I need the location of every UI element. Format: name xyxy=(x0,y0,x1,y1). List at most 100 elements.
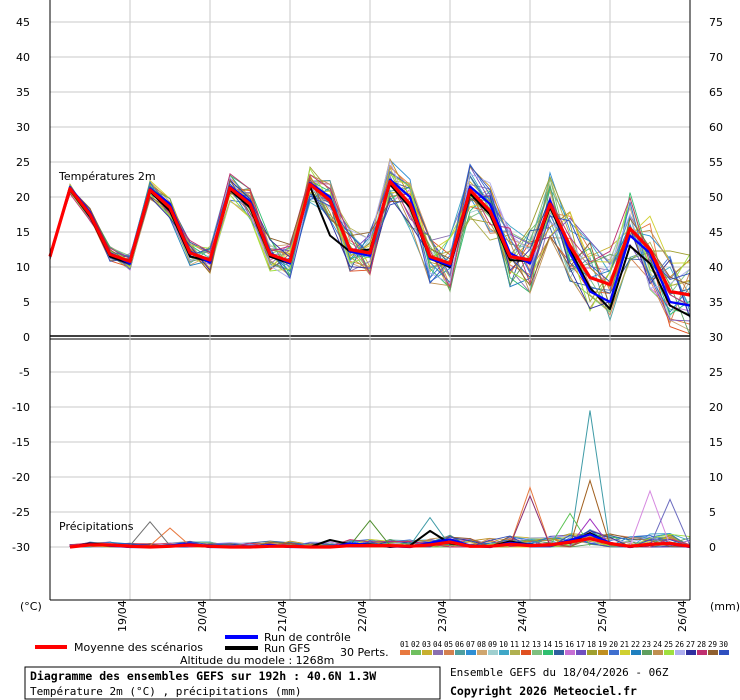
mean-temp-line xyxy=(48,180,691,297)
copyright-text: Copyright 2026 Meteociel.fr xyxy=(450,684,637,698)
legend-control-label: Run de contrôle xyxy=(264,631,351,644)
temp-tick-label: -20 xyxy=(12,471,30,484)
pert-number: 14 xyxy=(543,640,553,649)
precip-tick-label: 40 xyxy=(709,261,723,274)
perturbation-temp-line xyxy=(49,157,691,289)
legend-gfs-label: Run GFS xyxy=(264,642,310,655)
pert-number: 02 xyxy=(411,640,420,649)
pert-number: 05 xyxy=(444,640,453,649)
pert-swatch xyxy=(477,650,487,655)
perturbation-legend: 01 02 03 04 05 06 07 08 09 10 11 12 13 14 15 16 17 18 19 20… xyxy=(400,640,729,655)
pert-number: 23 xyxy=(642,640,651,649)
pert-number: 29 xyxy=(708,640,717,649)
precip-tick-label: 0 xyxy=(709,541,716,554)
pert-number: 01 xyxy=(400,640,409,649)
mean-precip-line xyxy=(69,536,691,549)
temp-tick-label: -30 xyxy=(12,541,30,554)
precip-tick-label: 15 xyxy=(709,436,723,449)
perturbation-temp-line xyxy=(49,165,691,322)
altitude-text: Altitude du modele : 1268m xyxy=(180,654,334,667)
temp-tick-label: 0 xyxy=(23,331,30,344)
precip-tick-label: 10 xyxy=(709,471,723,484)
temp-unit-label: (°C) xyxy=(20,600,42,613)
temp-tick-label: -5 xyxy=(19,366,30,379)
pert-swatch xyxy=(708,650,718,655)
pert-swatch xyxy=(620,650,630,655)
temp-tick-label: 20 xyxy=(16,191,30,204)
date-tick-label: 22/04 xyxy=(356,600,369,632)
perturbation-precip-spike xyxy=(649,498,691,546)
pert-swatch xyxy=(587,650,597,655)
pert-number: 26 xyxy=(675,640,685,649)
precip-tick-label: 65 xyxy=(709,86,723,99)
pert-number: 24 xyxy=(653,640,663,649)
perturbation-precip-spike xyxy=(129,521,171,546)
pert-swatch xyxy=(532,650,542,655)
pert-swatch xyxy=(521,650,531,655)
pert-number: 07 xyxy=(466,640,475,649)
perturbation-temp-line xyxy=(49,179,691,319)
pert-swatch xyxy=(664,650,674,655)
perturbation-precip-spike xyxy=(509,485,551,546)
perturbation-precip-spike xyxy=(149,527,191,546)
pert-number: 12 xyxy=(521,640,530,649)
pert-number: 09 xyxy=(488,640,497,649)
pert-swatch xyxy=(433,650,443,655)
pert-number: 30 xyxy=(719,640,729,649)
temp-tick-label: 25 xyxy=(16,156,30,169)
axes xyxy=(49,0,691,601)
precip-tick-label: 70 xyxy=(709,51,723,64)
precip-tick-label: 75 xyxy=(709,16,723,29)
temp-tick-label: -25 xyxy=(12,506,30,519)
grid-layer xyxy=(50,0,691,600)
date-ticks: 19/04 20/04 21/04 22/04 23/04 24/04 25/04 26/04 xyxy=(116,600,689,632)
precip-tick-label: 20 xyxy=(709,401,723,414)
precip-unit-label: (mm) xyxy=(710,600,740,613)
pert-number: 11 xyxy=(510,640,519,649)
pert-swatch xyxy=(543,650,553,655)
pert-number: 20 xyxy=(609,640,619,649)
perturbation-precip-spike xyxy=(549,512,591,546)
pert-number: 25 xyxy=(664,640,673,649)
pert-swatch xyxy=(675,650,685,655)
pert-swatch xyxy=(631,650,641,655)
legend-perts-label: 30 Perts. xyxy=(340,646,389,659)
temp-title: Températures 2m xyxy=(58,170,156,183)
precip-tick-label: 25 xyxy=(709,366,723,379)
temp-tick-label: -10 xyxy=(12,401,30,414)
temp-tick-label: 35 xyxy=(16,86,30,99)
perturbation-temp-line xyxy=(49,174,691,309)
pert-number: 19 xyxy=(598,640,607,649)
pert-swatch xyxy=(642,650,652,655)
pert-number: 21 xyxy=(620,640,629,649)
pert-swatch xyxy=(609,650,619,655)
date-tick-label: 23/04 xyxy=(436,600,449,632)
perturbation-precip-spike xyxy=(409,516,451,546)
pert-swatch xyxy=(576,650,586,655)
temp-tick-label: 30 xyxy=(16,121,30,134)
temp-tick-label: 45 xyxy=(16,16,30,29)
date-tick-label: 19/04 xyxy=(116,600,129,632)
legend-mean-label: Moyenne des scénarios xyxy=(74,641,203,654)
precip-tick-label: 50 xyxy=(709,191,723,204)
pert-swatch xyxy=(488,650,498,655)
precip-title: Précipitations xyxy=(59,520,134,533)
perturbation-precip-spike xyxy=(629,489,671,546)
precip-tick-label: 45 xyxy=(709,226,723,239)
temp-tick-label: -15 xyxy=(12,436,30,449)
pert-swatch xyxy=(510,650,520,655)
precip-tick-label: 60 xyxy=(709,121,723,134)
pert-swatch xyxy=(499,650,509,655)
date-tick-label: 20/04 xyxy=(196,600,209,632)
pert-swatch xyxy=(697,650,707,655)
pert-swatch xyxy=(411,650,421,655)
perturbation-precip-spike xyxy=(509,494,551,546)
precip-tick-label: 55 xyxy=(709,156,723,169)
pert-number: 22 xyxy=(631,640,640,649)
pert-number: 03 xyxy=(422,640,431,649)
pert-swatch xyxy=(554,650,564,655)
perturbation-precip-spike xyxy=(569,410,611,546)
pert-number: 13 xyxy=(532,640,541,649)
